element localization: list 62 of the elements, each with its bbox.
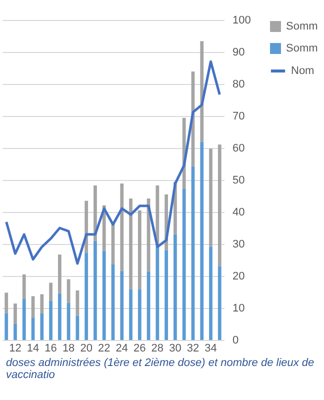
bar [14,304,17,324]
bar [200,142,204,340]
y-tick-label: 80 [232,78,245,90]
x-tick-label: 28 [151,342,164,354]
y-tick-label: 20 [232,270,245,282]
x-tick-label: 16 [44,342,57,354]
bar [129,198,132,290]
legend-label: Somm [286,42,318,54]
bar [66,279,70,303]
y-tick-label: 70 [232,110,245,122]
x-tick-label: 30 [169,342,182,354]
bar [94,240,97,340]
legend-label: Somm [286,20,318,32]
bar [40,294,44,314]
x-tick-label: 12 [9,342,22,354]
bar [84,252,88,340]
bar [182,188,186,340]
bar [120,270,124,340]
bar [209,148,212,247]
bar [40,313,44,340]
y-tick-label: 10 [232,302,245,314]
x-tick-label: 14 [26,342,40,354]
bar [58,254,62,294]
bar [129,289,132,340]
bar [58,293,62,340]
bar [22,299,26,340]
bar [14,324,17,340]
bar [120,184,124,271]
bar [209,246,212,340]
bar [200,41,204,142]
x-tick-label: 32 [186,342,200,354]
bar [218,266,222,340]
bar [164,250,168,340]
x-tick-label: 26 [134,342,146,354]
bar [218,144,222,266]
bar [138,210,142,290]
y-tick-label: 60 [232,142,245,154]
legend-label: Nom [291,65,314,77]
x-tick-label: 18 [62,342,75,354]
bar [174,234,177,340]
y-tick-label: 90 [232,46,245,58]
x-tick-label: 24 [116,342,128,354]
bar [102,250,106,340]
bar [66,302,70,340]
y-tick-label: 100 [232,14,251,26]
bar [49,300,52,340]
x-tick-label: 22 [98,342,110,354]
bar [4,313,8,340]
x-tick-label: 20 [80,342,92,354]
line-series [5,60,221,265]
y-tick-label: 30 [232,238,245,250]
bar [94,185,97,241]
y-tick-label: 40 [232,206,245,218]
bar [22,274,26,300]
text: doses administrées (1ère et 2ième dose) et nombre de lieux de vaccinatio [5,356,316,383]
y-tick-label: 0 [232,334,239,346]
bar [49,282,52,301]
x-tick-label: 34 [204,342,217,354]
y-tick-label: 50 [232,174,245,186]
bar [138,289,142,340]
bar [156,246,160,340]
bar [4,292,8,314]
